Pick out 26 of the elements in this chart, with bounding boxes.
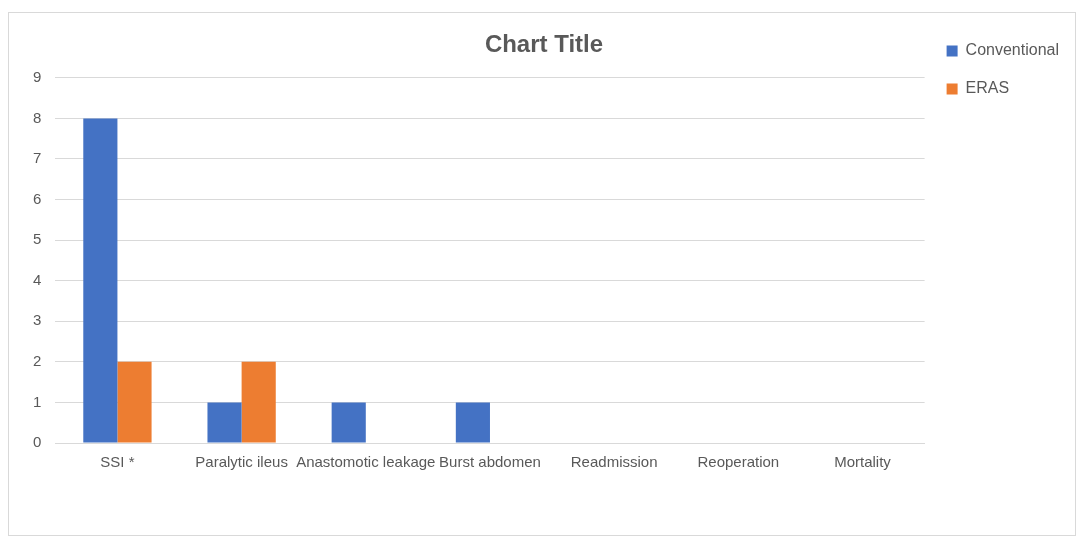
chart-title: Chart Title <box>484 30 604 58</box>
y-tick-label: 2 <box>33 351 42 369</box>
x-tick-label: Burst abdomen <box>439 453 541 471</box>
legend-label: Conventional <box>965 41 1060 59</box>
bar <box>117 361 152 443</box>
y-tick-label: 0 <box>33 433 42 451</box>
legend-label: ERAS <box>965 79 1010 97</box>
y-tick-label: 3 <box>33 311 42 329</box>
bar <box>241 361 276 443</box>
x-tick-label: Mortality <box>834 453 892 471</box>
x-tick-label: Reoperation <box>697 453 780 471</box>
x-tick-label: Paralytic ileus <box>195 453 288 471</box>
x-tick-label: Readmission <box>570 453 658 471</box>
bar <box>455 402 490 443</box>
y-tick-label: 1 <box>33 392 42 410</box>
x-tick-label: Anastomotic leakage <box>296 453 436 471</box>
y-tick-label: 5 <box>33 230 42 248</box>
bar <box>331 402 366 443</box>
bar <box>83 118 118 443</box>
y-tick-label: 7 <box>33 149 42 167</box>
y-tick-label: 6 <box>33 189 42 207</box>
y-tick-label: 8 <box>33 108 42 126</box>
y-tick-label: 4 <box>33 270 42 288</box>
y-tick-label: 9 <box>33 67 42 85</box>
bar <box>207 402 242 443</box>
x-tick-label: SSI * <box>100 453 135 471</box>
